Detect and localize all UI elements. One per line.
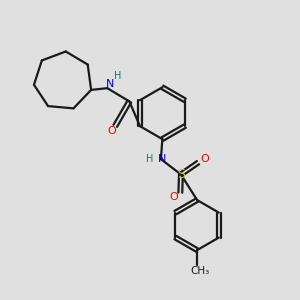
Text: O: O <box>200 154 209 164</box>
Text: H: H <box>146 154 153 164</box>
Text: O: O <box>169 192 178 202</box>
Text: H: H <box>114 71 121 81</box>
Text: N: N <box>158 154 166 164</box>
Text: S: S <box>177 168 185 181</box>
Text: CH₃: CH₃ <box>190 266 210 276</box>
Text: O: O <box>107 126 116 136</box>
Text: N: N <box>106 79 114 89</box>
